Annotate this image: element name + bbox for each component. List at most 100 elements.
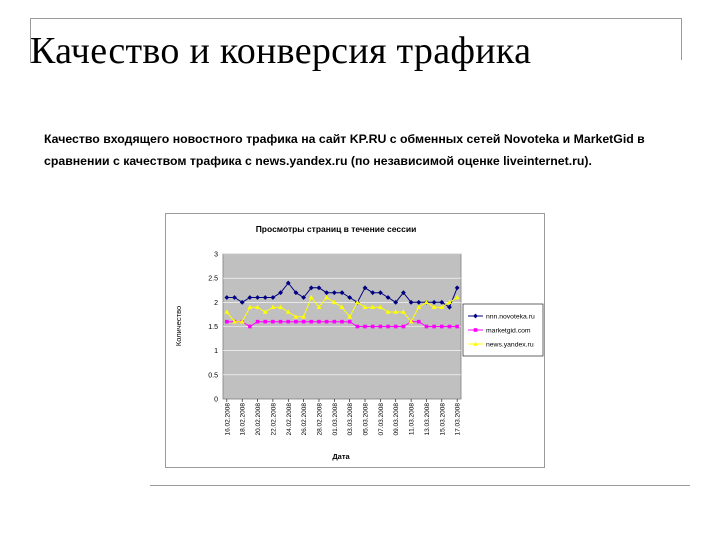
- chart-x-tick-label: 16.02.2008: [224, 403, 231, 436]
- chart-data-point: [370, 290, 376, 296]
- chart-y-tick-label: 2.5: [208, 276, 218, 283]
- chart-x-tick-label: 13.03.2008: [424, 403, 431, 436]
- chart-data-point: [339, 290, 345, 296]
- chart-data-point: [278, 304, 283, 309]
- chart-data-point: [317, 319, 321, 324]
- chart-legend-marker: [473, 328, 478, 332]
- chart-data-point: [447, 324, 452, 329]
- chart-data-point: [447, 299, 452, 305]
- chart-data-point: [377, 304, 383, 309]
- chart-container: Просмотры страниц в течение сессии Колич…: [165, 213, 545, 468]
- chart-data-point: [308, 294, 314, 300]
- chart-data-point: [455, 324, 459, 329]
- chart-x-tick-label: 18.02.2008: [240, 403, 247, 436]
- chart-data-point: [347, 314, 353, 319]
- slide-description: Качество входящего новостного трафика на…: [44, 132, 645, 168]
- chart-data-point: [232, 319, 237, 324]
- chart-data-point: [416, 299, 422, 305]
- chart-data-point: [309, 319, 314, 324]
- slide-frame-right-rule: [681, 18, 682, 60]
- chart-data-point: [454, 285, 460, 291]
- chart-data-point: [332, 319, 337, 324]
- chart-data-point: [285, 280, 291, 286]
- chart-data-point: [262, 295, 268, 300]
- chart-data-point: [424, 324, 429, 329]
- chart-x-tick-label: 15.03.2008: [439, 403, 446, 436]
- slide-bottom-rule: [150, 485, 690, 486]
- chart-x-tick-label: 09.03.2008: [393, 403, 400, 436]
- chart-y-tick-label: 1: [214, 348, 218, 355]
- chart-data-point: [439, 304, 445, 309]
- chart-data-point: [324, 294, 330, 300]
- chart-data-point: [385, 295, 391, 300]
- chart-data-point: [355, 324, 360, 329]
- chart-x-tick-label: 11.03.2008: [409, 403, 416, 435]
- chart-data-point: [432, 324, 436, 329]
- chart-data-point: [239, 299, 245, 305]
- chart-data-point: [416, 319, 421, 324]
- chart-data-point: [408, 319, 414, 324]
- chart-data-point: [263, 319, 268, 324]
- chart-x-tick-label: 01.03.2008: [332, 403, 339, 436]
- chart-y-tick-label: 0.5: [208, 372, 218, 379]
- chart-data-point: [270, 304, 276, 309]
- chart-data-point: [439, 299, 445, 305]
- slide-frame-left-rule: [30, 18, 31, 63]
- chart-x-tick-label: 05.03.2008: [363, 403, 370, 436]
- chart-x-tick-label: 26.02.2008: [301, 403, 308, 436]
- chart-data-point: [324, 290, 330, 296]
- chart-data-point: [401, 290, 406, 296]
- chart-data-point: [431, 304, 437, 309]
- chart-data-point: [331, 290, 337, 296]
- chart-data-point: [316, 285, 322, 291]
- chart-data-point: [324, 319, 329, 324]
- chart-x-tick-label: 03.03.2008: [347, 403, 354, 436]
- chart-data-point: [354, 299, 360, 305]
- chart-data-point: [362, 285, 368, 291]
- chart-legend-marker: [473, 341, 478, 346]
- chart-y-tick-label: 1.5: [208, 324, 218, 331]
- chart-data-point: [278, 290, 283, 296]
- chart-data-point: [293, 314, 299, 319]
- chart-data-point: [347, 319, 352, 324]
- chart-data-point: [431, 299, 437, 305]
- chart-x-tick-label: 07.03.2008: [378, 403, 385, 436]
- chart-x-axis-label: Дата: [332, 452, 350, 461]
- chart-data-point: [225, 319, 229, 324]
- chart-data-point: [239, 319, 245, 324]
- slide-title: Качество и конверсия трафика: [30, 30, 532, 72]
- chart-data-point: [308, 285, 314, 291]
- chart-y-axis-label: Количество: [174, 306, 183, 346]
- chart-x-tick-label: 28.02.2008: [316, 403, 323, 436]
- chart-x-tick-label: 24.02.2008: [286, 403, 293, 436]
- chart-data-point: [331, 299, 337, 305]
- chart-data-point: [393, 324, 398, 329]
- chart-x-tick-label: 22.02.2008: [270, 403, 277, 436]
- chart-data-point: [248, 324, 252, 329]
- chart-data-point: [393, 299, 399, 305]
- chart-data-point: [401, 324, 406, 329]
- chart-data-point: [294, 319, 298, 324]
- chart-data-point: [424, 299, 429, 305]
- chart-data-point: [416, 304, 422, 309]
- chart-data-point: [270, 295, 276, 300]
- chart-y-tick-label: 3: [214, 252, 218, 259]
- chart-data-point: [385, 309, 391, 314]
- chart-data-point: [454, 294, 460, 300]
- chart-data-point: [271, 319, 275, 324]
- chart-data-point: [255, 319, 260, 324]
- chart-data-point: [440, 324, 444, 329]
- chart-data-point: [301, 314, 307, 319]
- chart-y-tick-label: 2: [214, 300, 218, 307]
- chart-data-point: [285, 309, 291, 314]
- line-chart: Просмотры страниц в течение сессии Колич…: [174, 224, 544, 461]
- chart-legend-label: marketgid.com: [486, 328, 531, 335]
- chart-data-point: [408, 299, 414, 305]
- chart-data-point: [393, 309, 399, 314]
- chart-data-point: [370, 304, 376, 309]
- chart-data-point: [286, 319, 291, 324]
- chart-data-point: [224, 309, 230, 314]
- chart-x-tick-label: 17.03.2008: [455, 403, 462, 436]
- chart-data-point: [255, 304, 260, 309]
- chart-data-point: [262, 309, 268, 314]
